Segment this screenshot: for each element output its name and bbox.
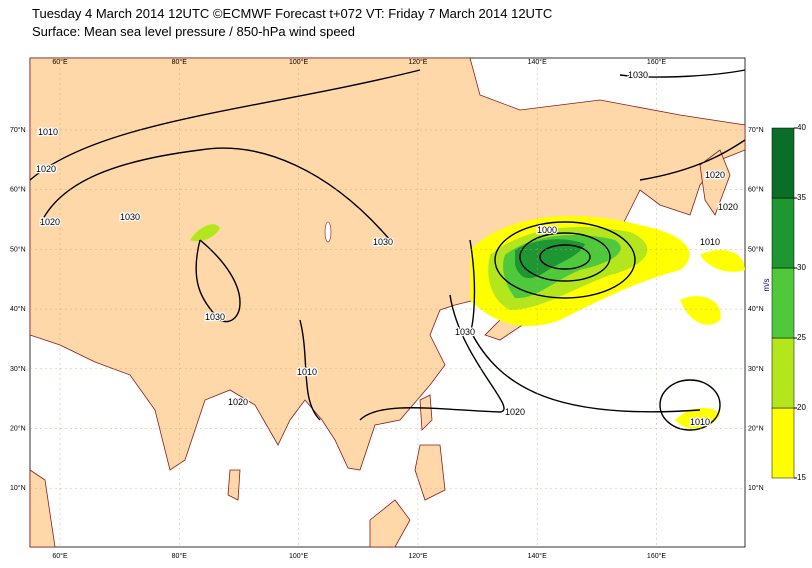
land xyxy=(699,149,731,216)
lat-label: 60°N xyxy=(10,186,26,194)
isobar-label: 1020 xyxy=(36,164,56,174)
land xyxy=(414,444,446,501)
lat-label: 10°N xyxy=(748,484,764,492)
isobar-label: 1030 xyxy=(628,70,648,80)
lat-label: 20°N xyxy=(10,425,26,433)
isobar-label: 1010 xyxy=(38,127,58,137)
lon-label: 140°E xyxy=(528,552,547,560)
wind-shading xyxy=(190,215,745,430)
land xyxy=(419,394,433,431)
title: Tuesday 4 March 2014 12UTC ©ECMWF Foreca… xyxy=(32,6,552,21)
lat-label: 30°N xyxy=(10,365,26,373)
land xyxy=(29,57,746,471)
lon-label: 100°E xyxy=(289,552,308,560)
lon-label: 100°E xyxy=(289,58,308,66)
isobar-label: 1030 xyxy=(455,327,475,337)
isobar-label: 1000 xyxy=(537,225,557,235)
isobar-label: 1010 xyxy=(690,417,710,427)
land xyxy=(29,469,56,548)
isobar-labels: 1010 1020 1020 1030 1020 1030 1000 1010 1030 1030… xyxy=(35,69,740,429)
lon-label: 60°E xyxy=(52,552,68,560)
isobar-label: 1010 xyxy=(700,237,720,247)
lon-label: 60°E xyxy=(52,58,68,66)
lat-label: 10°N xyxy=(10,484,26,492)
colorbar-swatch xyxy=(771,197,795,269)
lat-label: 50°N xyxy=(748,245,764,253)
colorbar-tick-label: 25 xyxy=(797,333,806,342)
lon-label: 120°E xyxy=(408,58,427,66)
graticule xyxy=(30,58,745,547)
colorbar-tick-label: 30 xyxy=(797,263,806,272)
isobar-label: 1020 xyxy=(705,170,725,180)
colorbar-tick-label: 15 xyxy=(797,473,806,482)
colorbar-swatch xyxy=(771,407,795,479)
map-area: 1010 1020 1020 1030 1020 1030 1000 1010 1030 1030… xyxy=(29,57,746,548)
lake xyxy=(324,221,332,243)
axis-labels: 60°E 60°E 80°E 80°E 100°E 100°E 120°E 120°E 140°… xyxy=(10,58,764,560)
isobar-label: 1020 xyxy=(40,217,60,227)
colorbar-tick-label: 35 xyxy=(797,193,806,202)
colorbar: m/s 15 20 25 30 35 40 xyxy=(762,123,806,482)
lat-label: 30°N xyxy=(748,365,764,373)
isobar-label: 1020 xyxy=(505,407,525,417)
isobar-label: 1020 xyxy=(228,397,248,407)
lat-label: 60°N xyxy=(748,186,764,194)
isobars xyxy=(29,69,746,431)
colorbar-unit: m/s xyxy=(762,279,771,292)
isobar-label: 1030 xyxy=(205,312,225,322)
colorbar-swatch xyxy=(771,267,795,339)
lat-label: 40°N xyxy=(10,305,26,313)
subtitle: Surface: Mean sea level pressure / 850-h… xyxy=(32,24,355,39)
lat-label: 70°N xyxy=(748,126,764,134)
lon-label: 120°E xyxy=(408,552,427,560)
isobar-label: 1020 xyxy=(718,202,738,212)
land xyxy=(227,469,241,501)
lon-label: 140°E xyxy=(528,58,547,66)
isobar-label: 1030 xyxy=(373,237,393,247)
lat-label: 50°N xyxy=(10,245,26,253)
lon-label: 80°E xyxy=(172,58,188,66)
lat-label: 70°N xyxy=(10,126,26,134)
colorbar-tick-label: 20 xyxy=(797,403,806,412)
lon-label: 80°E xyxy=(172,552,188,560)
lon-label: 160°E xyxy=(647,58,666,66)
lat-label: 40°N xyxy=(748,305,764,313)
lat-label: 20°N xyxy=(748,425,764,433)
colorbar-swatch xyxy=(771,127,795,199)
land xyxy=(369,499,411,548)
isobar-label: 1030 xyxy=(120,212,140,222)
colorbar-swatch xyxy=(771,337,795,409)
lon-label: 160°E xyxy=(647,552,666,560)
colorbar-tick-label: 40 xyxy=(797,123,806,132)
isobar-label: 1010 xyxy=(297,367,317,377)
